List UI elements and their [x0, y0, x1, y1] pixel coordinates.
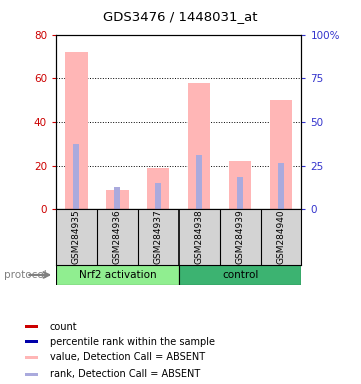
- Bar: [270, 100, 292, 209]
- Bar: [65, 52, 88, 209]
- Bar: [155, 183, 161, 209]
- Bar: [278, 164, 284, 209]
- Text: GSM284940: GSM284940: [277, 210, 286, 265]
- Bar: [25, 356, 38, 359]
- Text: GSM284938: GSM284938: [195, 210, 204, 265]
- Text: GSM284935: GSM284935: [72, 210, 81, 265]
- Bar: [179, 265, 301, 285]
- Text: value, Detection Call = ABSENT: value, Detection Call = ABSENT: [50, 352, 205, 362]
- Text: protocol: protocol: [4, 270, 46, 280]
- Text: count: count: [50, 322, 78, 332]
- Bar: [196, 155, 202, 209]
- Text: percentile rank within the sample: percentile rank within the sample: [50, 337, 215, 347]
- Text: GDS3476 / 1448031_at: GDS3476 / 1448031_at: [103, 10, 258, 23]
- Text: rank, Detection Call = ABSENT: rank, Detection Call = ABSENT: [50, 369, 200, 379]
- Bar: [147, 168, 170, 209]
- Bar: [25, 372, 38, 376]
- Bar: [188, 83, 210, 209]
- Bar: [25, 340, 38, 343]
- Text: GSM284939: GSM284939: [236, 210, 244, 265]
- Text: GSM284937: GSM284937: [154, 210, 163, 265]
- Bar: [25, 326, 38, 328]
- Bar: [229, 161, 251, 209]
- Text: Nrf2 activation: Nrf2 activation: [78, 270, 156, 280]
- Bar: [106, 190, 129, 209]
- Bar: [73, 144, 79, 209]
- Text: GSM284936: GSM284936: [113, 210, 122, 265]
- Bar: [56, 265, 179, 285]
- Text: control: control: [222, 270, 258, 280]
- Bar: [237, 177, 243, 209]
- Bar: [114, 187, 120, 209]
